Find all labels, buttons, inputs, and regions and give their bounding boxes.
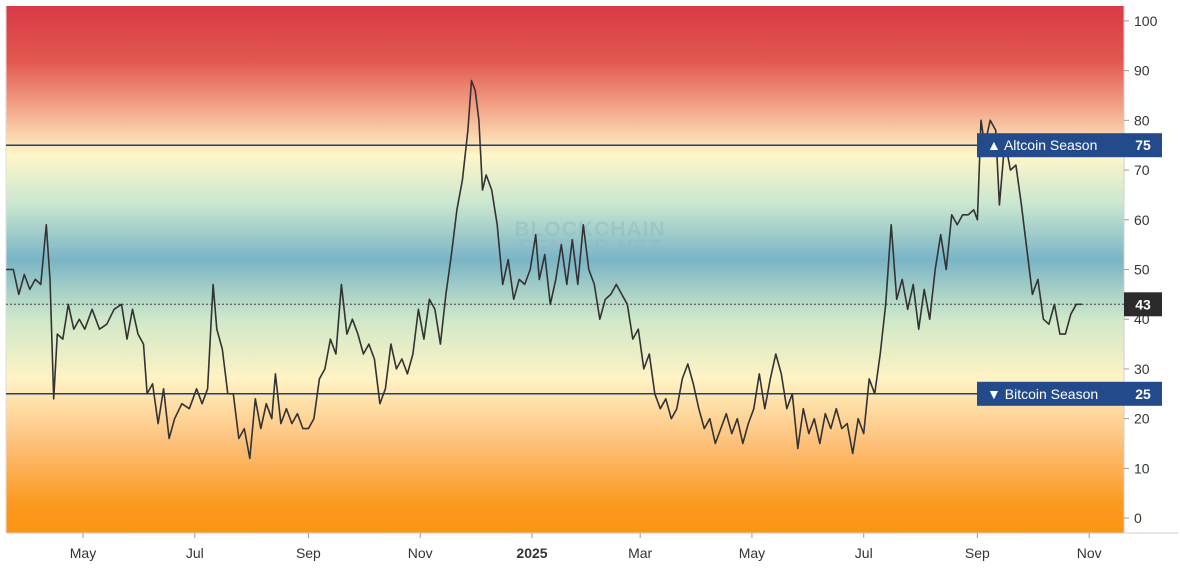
watermark-text: BLOCKCHAIN: [514, 218, 665, 241]
y-tick-label: 20: [1134, 411, 1150, 427]
current-value-label: 43: [1135, 296, 1151, 312]
x-tick-label: 2025: [516, 545, 547, 561]
level-badge: ▲ Altcoin Season 75: [977, 133, 1162, 158]
level-badge-bg: [977, 381, 1124, 406]
level-badge-label: ▲ Altcoin Season: [987, 137, 1097, 153]
y-tick-label: 10: [1134, 460, 1150, 476]
x-tick-label: Mar: [628, 545, 652, 561]
x-tick-label: Nov: [408, 545, 433, 561]
level-badge-label: ▼ Bitcoin Season: [987, 386, 1098, 402]
x-tick-label: Nov: [1077, 545, 1102, 561]
current-value-badge: 43: [1124, 292, 1162, 317]
level-value-badge-bg: [1124, 381, 1162, 406]
y-tick-label: 0: [1134, 510, 1142, 526]
y-tick-label: 90: [1134, 63, 1150, 79]
x-tick-label: May: [70, 545, 96, 561]
level-value-label: 25: [1135, 386, 1151, 402]
level-badge-bg: [977, 133, 1124, 158]
x-tick-label: Sep: [296, 545, 321, 561]
level-value-label: 75: [1135, 137, 1151, 153]
current-value-badge-bg: [1124, 292, 1162, 317]
watermark-text: CENTER.NET: [518, 236, 662, 259]
y-tick-label: 60: [1134, 212, 1150, 228]
level-badge: ▼ Bitcoin Season 25: [977, 381, 1162, 406]
x-tick-label: May: [739, 545, 765, 561]
y-tick-label: 100: [1134, 13, 1158, 29]
y-tick-label: 50: [1134, 262, 1150, 278]
x-tick-label: Jul: [855, 545, 873, 561]
x-tick-label: Jul: [186, 545, 204, 561]
y-tick-label: 30: [1134, 361, 1150, 377]
level-value-badge-bg: [1124, 133, 1162, 158]
x-tick-label: Sep: [965, 545, 990, 561]
index-line: [6, 79, 1082, 460]
y-tick-label: 70: [1134, 162, 1150, 178]
y-tick-label: 80: [1134, 112, 1150, 128]
